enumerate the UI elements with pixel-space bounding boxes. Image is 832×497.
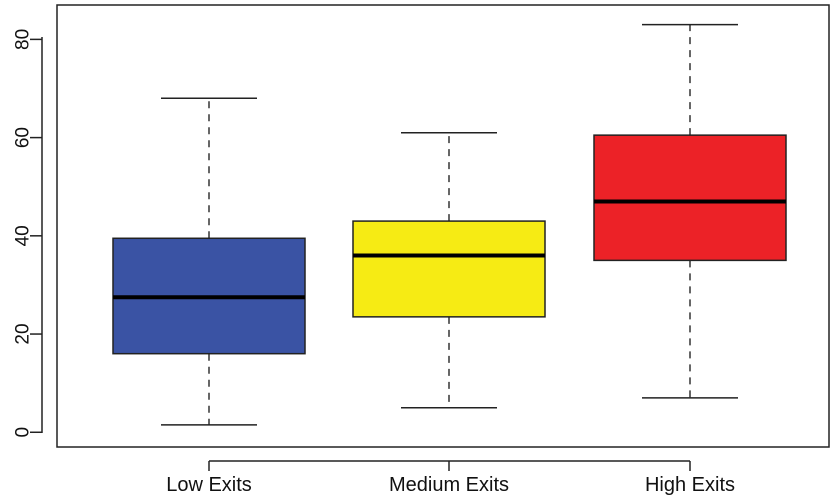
y-tick-label: 60 <box>13 127 34 148</box>
x-category-label: High Exits <box>645 474 735 496</box>
y-axis-ticks: 0 20 40 60 80 <box>13 29 42 438</box>
boxes-layer <box>112 23 787 426</box>
y-tick-label: 80 <box>13 29 34 50</box>
y-tick-label: 0 <box>13 427 34 438</box>
x-axis-ticks: Low Exits Medium Exits High Exits <box>166 461 735 496</box>
y-tick-label: 40 <box>13 225 34 246</box>
box-group <box>112 97 306 426</box>
iqr-box <box>352 220 546 318</box>
y-tick-label: 20 <box>13 323 34 344</box>
box-group <box>593 23 787 399</box>
iqr-box <box>593 134 787 262</box>
box-group <box>352 131 546 409</box>
x-category-label: Low Exits <box>166 474 252 496</box>
x-category-label: Medium Exits <box>389 474 509 496</box>
plot-frame <box>56 4 830 448</box>
